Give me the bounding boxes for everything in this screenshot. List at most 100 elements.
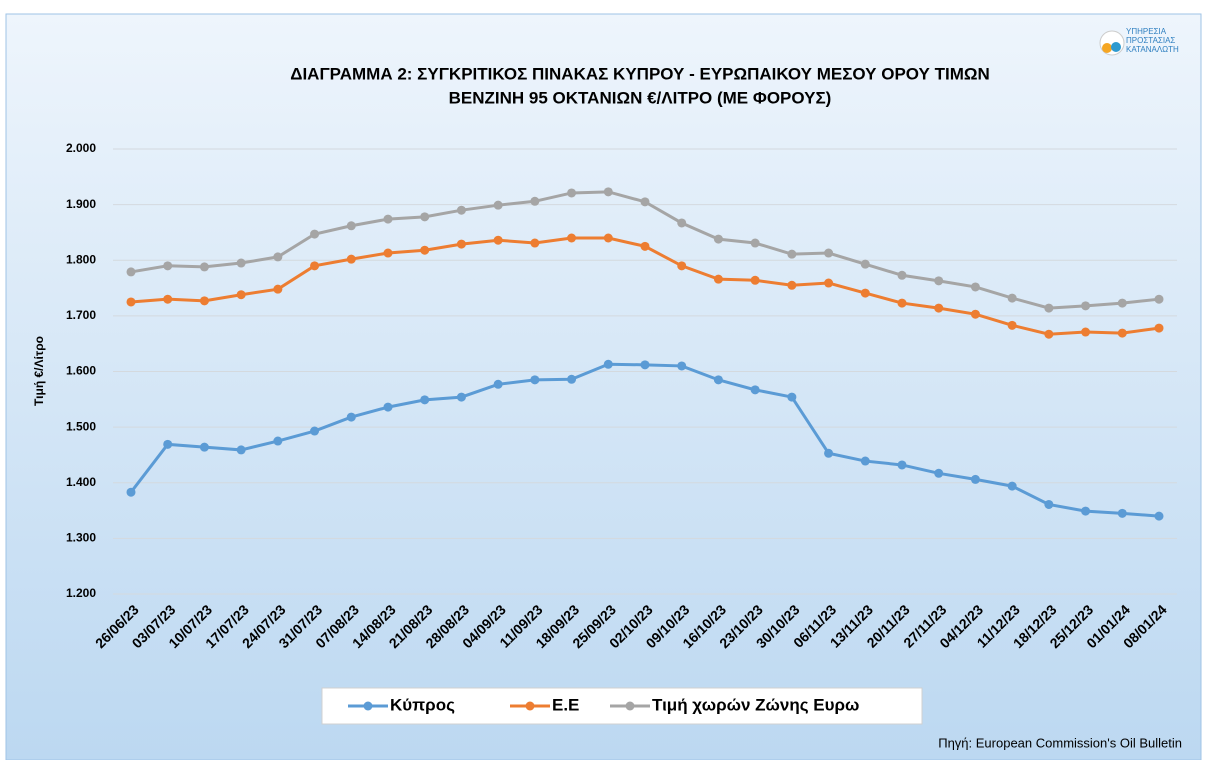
point (346, 221, 356, 231)
logo-text: ΥΠΗΡΕΣΙΑ (1126, 27, 1167, 36)
point (199, 296, 209, 306)
point (567, 188, 577, 198)
point (787, 280, 797, 290)
legend-label: Τιμή χωρών Ζώνης Ευρω (652, 695, 859, 714)
point (970, 282, 980, 292)
point (824, 248, 834, 258)
point (1154, 294, 1164, 304)
point (897, 298, 907, 308)
point (1154, 511, 1164, 521)
y-tick-label: 1.800 (66, 252, 96, 266)
point (1007, 293, 1017, 303)
point (824, 278, 834, 288)
point (310, 426, 320, 436)
logo-icon (1102, 43, 1112, 53)
point (860, 288, 870, 298)
point (1117, 298, 1127, 308)
point (1044, 329, 1054, 339)
point (456, 205, 466, 215)
point (824, 448, 834, 458)
point (236, 445, 246, 455)
point (493, 379, 503, 389)
point (273, 436, 283, 446)
point (934, 303, 944, 313)
point (970, 474, 980, 484)
point (603, 233, 613, 243)
point (199, 262, 209, 272)
point (1007, 320, 1017, 330)
point (713, 375, 723, 385)
point (530, 196, 540, 206)
point (787, 392, 797, 402)
point (456, 392, 466, 402)
point (163, 294, 173, 304)
logo-text: ΠΡΟΣΤΑΣΙΑΣ (1126, 36, 1175, 45)
point (1154, 323, 1164, 333)
point (934, 468, 944, 478)
point (456, 239, 466, 249)
point (897, 270, 907, 280)
source: Πηγή: European Commission's Oil Bulletin (938, 735, 1182, 750)
point (677, 218, 687, 228)
y-tick-label: 1.600 (66, 364, 96, 378)
point (934, 276, 944, 286)
point (750, 275, 760, 285)
point (420, 212, 430, 222)
point (897, 460, 907, 470)
point (1117, 328, 1127, 338)
point (640, 197, 650, 207)
point (567, 233, 577, 243)
point (750, 238, 760, 248)
point (750, 385, 760, 395)
point (126, 297, 136, 307)
legend-label: Κύπρος (390, 695, 455, 714)
point (236, 290, 246, 300)
point (199, 442, 209, 452)
point (1081, 506, 1091, 516)
point (163, 439, 173, 449)
y-axis-label: Τιμή €/Λίτρο (32, 336, 46, 406)
point (1117, 508, 1127, 518)
y-tick-label: 1.400 (66, 475, 96, 489)
point (677, 361, 687, 371)
point (860, 259, 870, 269)
point (346, 412, 356, 422)
y-tick-label: 1.700 (66, 308, 96, 322)
point (1007, 481, 1017, 491)
legend-swatch (525, 701, 535, 711)
point (346, 254, 356, 264)
point (970, 309, 980, 319)
point (1044, 303, 1054, 313)
point (493, 235, 503, 245)
y-tick-label: 1.200 (66, 586, 96, 600)
point (273, 284, 283, 294)
point (420, 245, 430, 255)
point (1081, 301, 1091, 311)
y-tick-label: 1.900 (66, 197, 96, 211)
point (126, 267, 136, 277)
point (640, 360, 650, 370)
chart-title: ΔΙΑΓΡΑΜΜΑ 2: ΣΥΓΚΡΙΤΙΚΟΣ ΠΙΝΑΚΑΣ ΚΥΠΡΟΥ … (290, 64, 990, 83)
point (420, 395, 430, 405)
point (273, 252, 283, 262)
point (713, 234, 723, 244)
point (383, 248, 393, 258)
legend-label: Ε.Ε (552, 695, 579, 714)
y-tick-label: 2.000 (66, 141, 96, 155)
point (383, 214, 393, 224)
point (236, 258, 246, 268)
chart-subtitle: ΒΕΝΖΙΝΗ 95 ΟΚΤΑΝΙΩΝ €/ΛΙΤΡΟ (ΜΕ ΦΟΡΟΥΣ) (449, 88, 832, 107)
y-tick-label: 1.500 (66, 419, 96, 433)
point (310, 229, 320, 239)
point (713, 274, 723, 284)
point (126, 487, 136, 497)
chart-bg (5, 13, 1202, 760)
point (860, 456, 870, 466)
logo-text: ΚΑΤΑΝΑΛΩΤΗ (1126, 45, 1179, 54)
point (603, 187, 613, 197)
point (163, 261, 173, 271)
legend-swatch (625, 701, 635, 711)
point (493, 200, 503, 210)
point (787, 249, 797, 259)
